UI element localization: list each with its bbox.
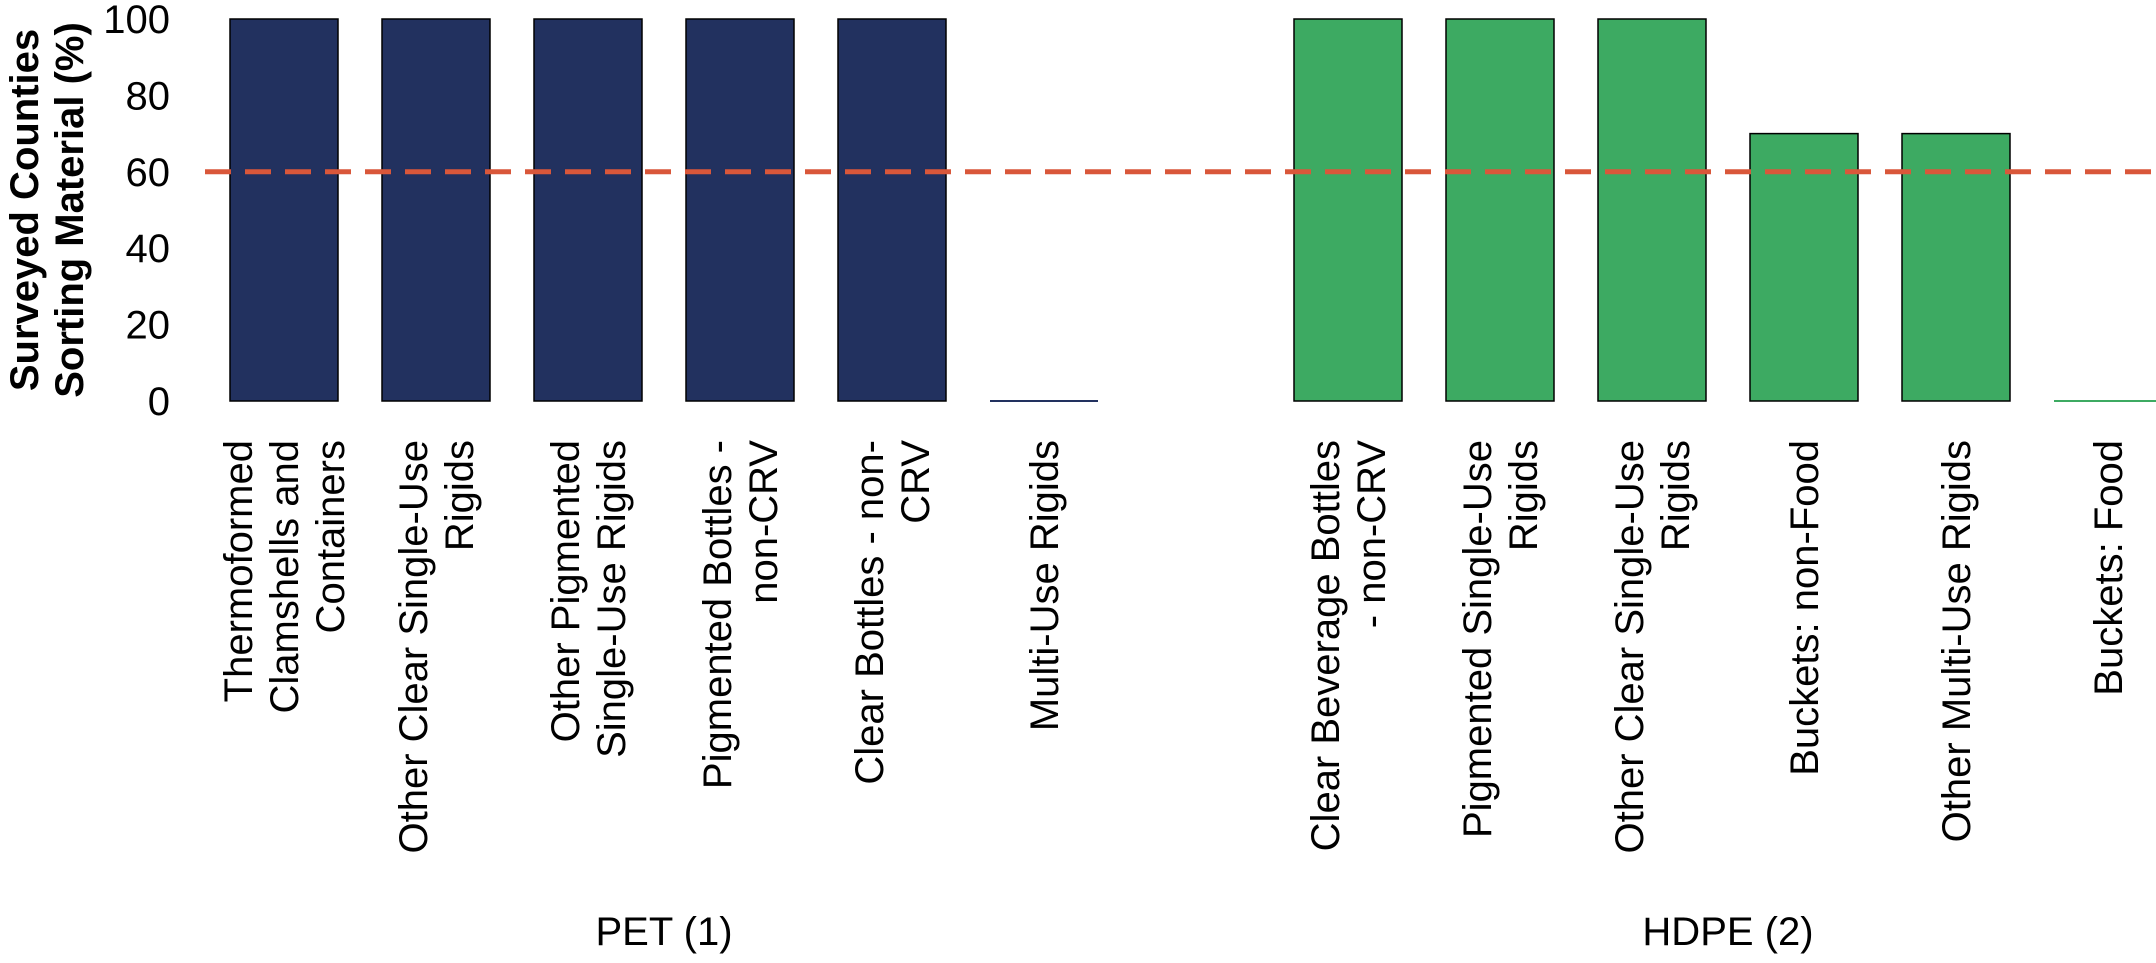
- x-tick-label: - non-CRV: [1350, 440, 1394, 629]
- x-tick-label: CRV: [894, 440, 938, 524]
- x-tick-label: Thermoformed: [217, 440, 261, 702]
- x-tick-label: Containers: [309, 440, 353, 633]
- x-tick-label: Clamshells and: [263, 440, 307, 713]
- x-tick-label: non-CRV: [742, 440, 786, 604]
- group-label: HDPE (2): [1642, 910, 1813, 954]
- bar: [1901, 132, 2011, 402]
- x-tick-label: Clear Bottles - non-: [848, 440, 892, 785]
- y-tick-label: 100: [103, 0, 170, 42]
- y-axis-label: Surveyed Counties Sorting Material (%): [3, 22, 92, 398]
- x-axis-category-labels: Thermoformed Clamshells and Containers Othe…: [217, 440, 2131, 854]
- x-tick-label: Buckets: Food: [2087, 440, 2131, 696]
- x-tick-label: Rigids: [1502, 440, 1546, 551]
- bar: [1445, 18, 1555, 402]
- x-tick-label: Rigids: [438, 440, 482, 551]
- x-tick-label: Single-Use Rigids: [590, 440, 634, 758]
- bar: [1597, 18, 1707, 402]
- x-tick-label: Pigmented Bottles -: [696, 440, 740, 789]
- x-tick-label: Buckets: non-Food: [1783, 440, 1827, 776]
- x-tick-label: Rigids: [1654, 440, 1698, 551]
- bar: [1749, 132, 1859, 402]
- y-tick-label: 60: [126, 151, 171, 195]
- x-tick-label: Other Clear Single-Use: [392, 440, 436, 854]
- bar: [381, 18, 491, 402]
- y-tick-label: 20: [126, 304, 171, 348]
- bar: [685, 18, 795, 402]
- y-axis-title-line: Sorting Material (%): [48, 22, 92, 398]
- x-tick-label: Other Clear Single-Use: [1608, 440, 1652, 854]
- bars: [229, 18, 2156, 402]
- bar: [837, 18, 947, 402]
- x-tick-label: Pigmented Single-Use: [1456, 440, 1500, 838]
- y-tick-label: 0: [148, 380, 170, 424]
- y-axis-ticks: 0 20 40 60 80 100: [103, 0, 170, 424]
- x-axis-group-labels: PET (1) HDPE (2): [595, 910, 1813, 954]
- bar: [533, 18, 643, 402]
- x-tick-label: Other Multi-Use Rigids: [1935, 440, 1979, 842]
- x-tick-label: Multi-Use Rigids: [1023, 440, 1067, 731]
- bar: [229, 18, 339, 402]
- x-tick-label: Other Pigmented: [544, 440, 588, 742]
- y-axis-title-line: Surveyed Counties: [3, 29, 47, 391]
- y-tick-label: 40: [126, 227, 171, 271]
- y-tick-label: 80: [126, 74, 171, 118]
- bar: [1293, 18, 1403, 402]
- group-label: PET (1): [595, 910, 732, 954]
- x-tick-label: Clear Beverage Bottles: [1304, 440, 1348, 851]
